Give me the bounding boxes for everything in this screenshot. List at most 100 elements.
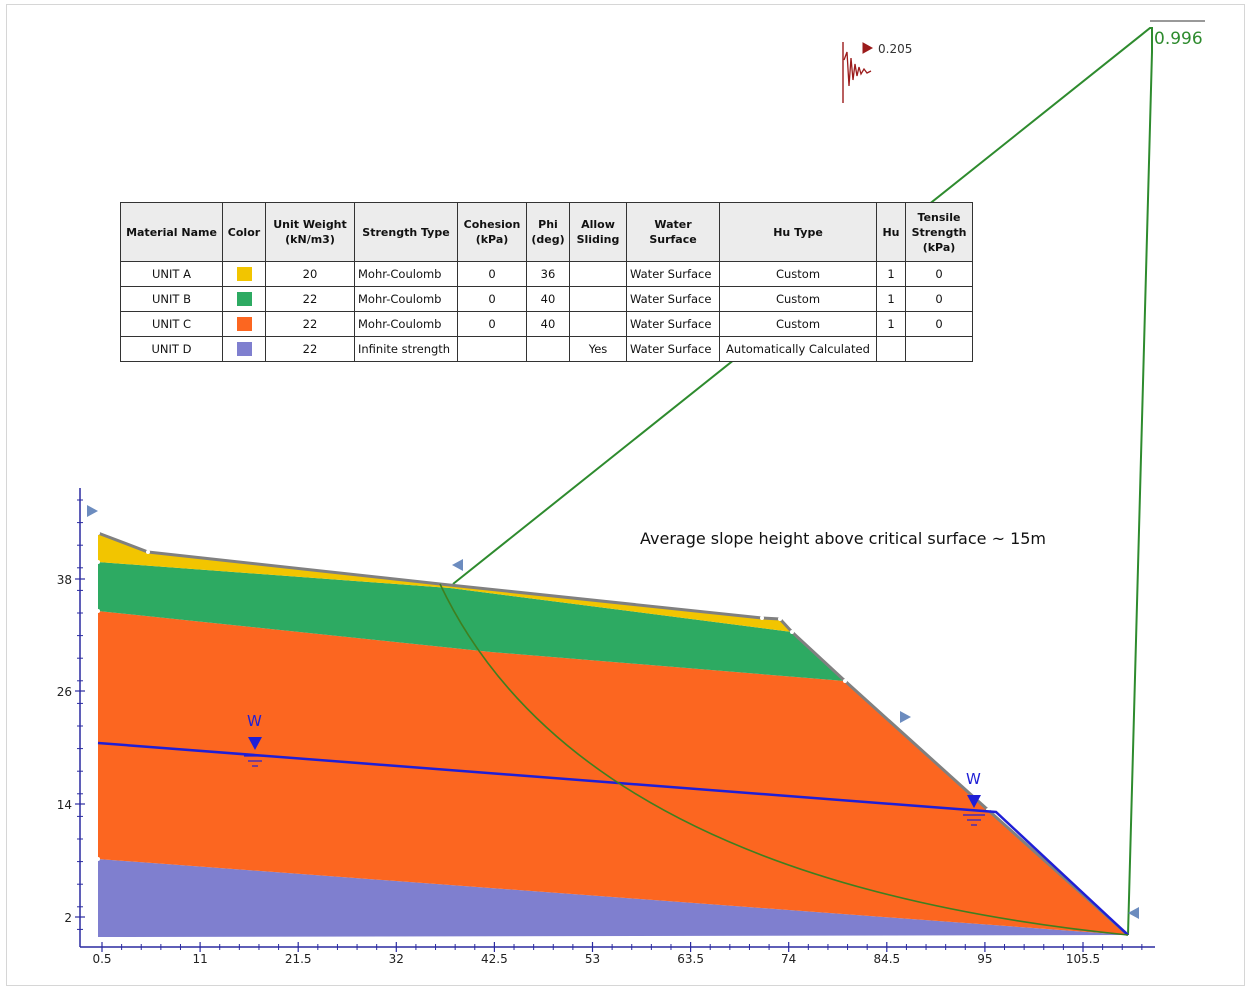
x-tick-label: 53 <box>585 952 600 966</box>
table-cell-tensile: 0 <box>905 311 973 337</box>
table-cell-phi: 40 <box>526 311 570 337</box>
table-cell-hu: 1 <box>876 286 906 312</box>
material-properties-table: Material Name Color Unit Weight (kN/m3) Str… <box>120 202 973 362</box>
table-cell-cohesion: 0 <box>457 286 527 312</box>
table-cell-tensile: 0 <box>905 286 973 312</box>
model-frame <box>6 4 1245 986</box>
x-tick-label: 63.5 <box>677 952 704 966</box>
unit-c-region <box>98 611 1128 935</box>
y-axis-ticks: 38 26 14 2 <box>57 499 85 930</box>
table-header-cell: Hu <box>876 202 906 262</box>
material-color-swatch <box>236 292 252 307</box>
seismic-coefficient-label: 0.205 <box>878 42 912 56</box>
y-tick-label: 14 <box>57 798 72 812</box>
table-cell-water-surface: Water Surface <box>626 336 720 362</box>
table-cell-phi: 36 <box>526 261 570 287</box>
x-tick-label: 95 <box>977 952 992 966</box>
table-cell-name: UNIT B <box>120 286 223 312</box>
slope-height-annotation: Average slope height above critical surf… <box>640 529 1046 548</box>
table-cell-water-surface: Water Surface <box>626 286 720 312</box>
table-cell-hu-type: Automatically Calculated <box>719 336 877 362</box>
table-header-cell: Color <box>222 202 266 262</box>
table-cell-name: UNIT D <box>120 336 223 362</box>
table-header-cell: Material Name <box>120 202 223 262</box>
table-cell-phi <box>526 336 570 362</box>
material-color-cell <box>222 311 266 337</box>
table-cell-strength-type: Mohr-Coulomb <box>354 261 458 287</box>
svg-text:W: W <box>966 770 981 788</box>
table-cell-tensile: 0 <box>905 261 973 287</box>
y-tick-label: 2 <box>64 911 72 925</box>
table-row: UNIT C 22 Mohr-Coulomb 0 40 Water Surface Cust… <box>120 311 973 337</box>
material-color-cell <box>222 286 266 312</box>
table-header-cell: Hu Type <box>719 202 877 262</box>
unit-b-region <box>98 562 845 681</box>
table-cell-allow-sliding: Yes <box>569 336 627 362</box>
table-header-cell: Water Surface <box>626 202 720 262</box>
table-cell-hu-type: Custom <box>719 311 877 337</box>
table-cell-unit-weight: 22 <box>265 286 355 312</box>
material-color-swatch <box>236 267 252 282</box>
seismic-load-icon <box>842 42 874 103</box>
x-tick-label: 32 <box>389 952 404 966</box>
x-tick-label: 105.5 <box>1066 952 1100 966</box>
table-header-cell: Cohesion (kPa) <box>457 202 527 262</box>
y-tick-label: 26 <box>57 685 72 699</box>
table-header-cell: Allow Sliding <box>569 202 627 262</box>
table-header-cell: Phi (deg) <box>526 202 570 262</box>
table-cell-strength-type: Mohr-Coulomb <box>354 286 458 312</box>
table-cell-unit-weight: 20 <box>265 261 355 287</box>
x-tick-label: 84.5 <box>873 952 900 966</box>
table-header-cell: Unit Weight (kN/m3) <box>265 202 355 262</box>
table-cell-phi: 40 <box>526 286 570 312</box>
x-tick-label: 74 <box>781 952 796 966</box>
svg-text:W: W <box>247 712 262 730</box>
table-cell-water-surface: Water Surface <box>626 311 720 337</box>
factor-of-safety-label[interactable]: 0.996 <box>1154 29 1203 49</box>
boundary-vertices <box>96 531 990 861</box>
table-header-cell: Strength Type <box>354 202 458 262</box>
table-body: UNIT A 20 Mohr-Coulomb 0 36 Water Surface Cust… <box>120 261 973 362</box>
y-tick-label: 38 <box>57 573 72 587</box>
x-tick-label: 21.5 <box>285 952 312 966</box>
slip-limit-markers <box>87 505 1139 919</box>
table-cell-hu-type: Custom <box>719 261 877 287</box>
table-cell-name: UNIT A <box>120 261 223 287</box>
table-row: UNIT B 22 Mohr-Coulomb 0 40 Water Surface Cust… <box>120 286 973 312</box>
x-axis-ticks: 0.5 11 21.5 32 42.5 53 63.5 74 84.5 95 105.5 <box>92 942 1143 966</box>
table-cell-cohesion: 0 <box>457 311 527 337</box>
table-cell-hu: 1 <box>876 311 906 337</box>
table-row: UNIT A 20 Mohr-Coulomb 0 36 Water Surface Cust… <box>120 261 973 287</box>
water-table-line <box>97 741 1129 936</box>
table-row: UNIT D 22 Infinite strength Yes Water Surfac… <box>120 336 973 362</box>
table-cell-unit-weight: 22 <box>265 336 355 362</box>
unit-d-region <box>98 859 1128 937</box>
material-color-swatch <box>236 317 252 332</box>
water-table-symbol-right: W <box>963 770 985 826</box>
table-cell-hu <box>876 336 906 362</box>
critical-slip-surface[interactable] <box>439 583 1129 936</box>
table-cell-strength-type: Infinite strength <box>354 336 458 362</box>
unit-a-region <box>98 533 792 632</box>
table-cell-hu: 1 <box>876 261 906 287</box>
material-color-cell <box>222 336 266 362</box>
table-header-cell: Tensile Strength (kPa) <box>905 202 973 262</box>
table-cell-strength-type: Mohr-Coulomb <box>354 311 458 337</box>
water-table-symbol-left: W <box>244 712 266 767</box>
table-cell-unit-weight: 22 <box>265 311 355 337</box>
x-tick-label: 42.5 <box>481 952 508 966</box>
table-cell-allow-sliding <box>569 261 627 287</box>
table-cell-allow-sliding <box>569 286 627 312</box>
material-color-cell <box>222 261 266 287</box>
table-cell-hu-type: Custom <box>719 286 877 312</box>
table-cell-water-surface: Water Surface <box>626 261 720 287</box>
table-cell-allow-sliding <box>569 311 627 337</box>
table-cell-tensile <box>905 336 973 362</box>
table-cell-name: UNIT C <box>120 311 223 337</box>
material-color-swatch <box>236 342 252 357</box>
table-cell-cohesion <box>457 336 527 362</box>
table-header-row: Material Name Color Unit Weight (kN/m3) Str… <box>120 202 973 262</box>
x-tick-label: 11 <box>192 952 207 966</box>
x-tick-label: 0.5 <box>92 952 111 966</box>
